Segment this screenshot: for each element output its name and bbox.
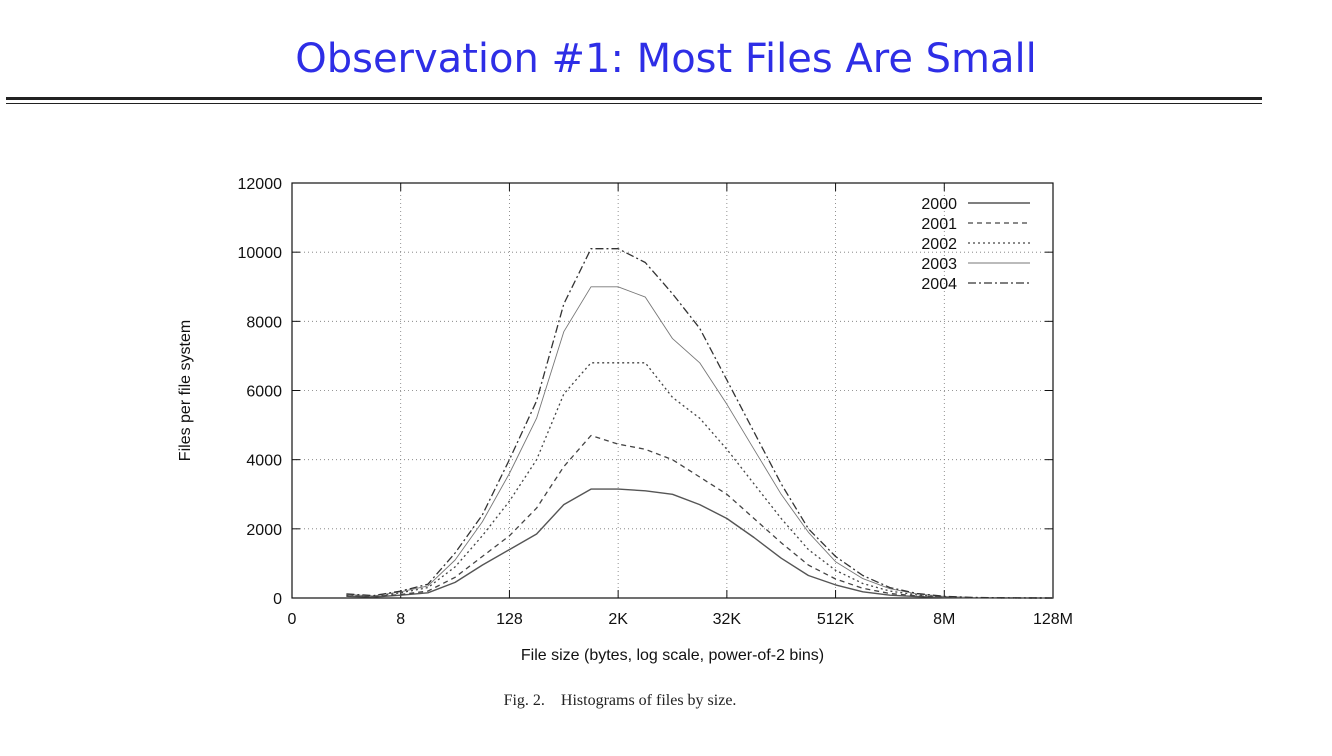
series-lines [346,248,1054,599]
x-tick-label: 512K [817,611,855,628]
x-tick-label: 128M [1033,611,1073,628]
y-tick-label: 8000 [246,314,282,331]
x-axis-label: File size (bytes, log scale, power-of-2 … [521,647,824,664]
legend-label: 2003 [921,256,957,273]
legend-label: 2002 [921,236,957,253]
y-axis: 0 2000 4000 6000 8000 10000 12000 [238,176,1053,608]
y-tick-label: 4000 [246,453,282,470]
y-tick-label: 6000 [246,384,282,401]
series-line-2000 [346,488,1053,599]
grid [292,183,1053,598]
slide-title: Observation #1: Most Files Are Small [295,36,1037,82]
legend-label: 2001 [921,216,957,233]
y-tick-label: 12000 [238,176,283,193]
series-line-2003 [346,286,1053,599]
legend-label: 2000 [921,196,957,213]
figure-caption: Fig. 2. Histograms of files by size. [503,692,737,709]
y-tick-label: 10000 [238,245,283,262]
title-rule [6,97,1262,100]
line-chart: 0 2000 4000 6000 8000 10000 12000 0 8 128 2K 32K 51… [177,176,1073,664]
x-tick-label: 0 [288,611,297,628]
y-tick-label: 0 [273,591,282,608]
y-tick-label: 2000 [246,522,282,539]
x-tick-label: 128 [496,611,523,628]
x-tick-label: 8M [933,611,955,628]
series-line-2001 [346,434,1053,599]
title-rule-thin [6,103,1262,104]
legend: 2000 2001 2002 2003 2004 [921,196,1030,293]
x-tick-label: 2K [608,611,628,628]
x-axis: 0 8 128 2K 32K 512K 8M 128M [288,183,1073,628]
series-line-2002 [346,362,1053,599]
series-line-2004 [346,248,1054,599]
y-axis-label: Files per file system [177,320,194,461]
x-tick-label: 32K [713,611,742,628]
legend-label: 2004 [921,276,957,293]
x-tick-label: 8 [396,611,405,628]
